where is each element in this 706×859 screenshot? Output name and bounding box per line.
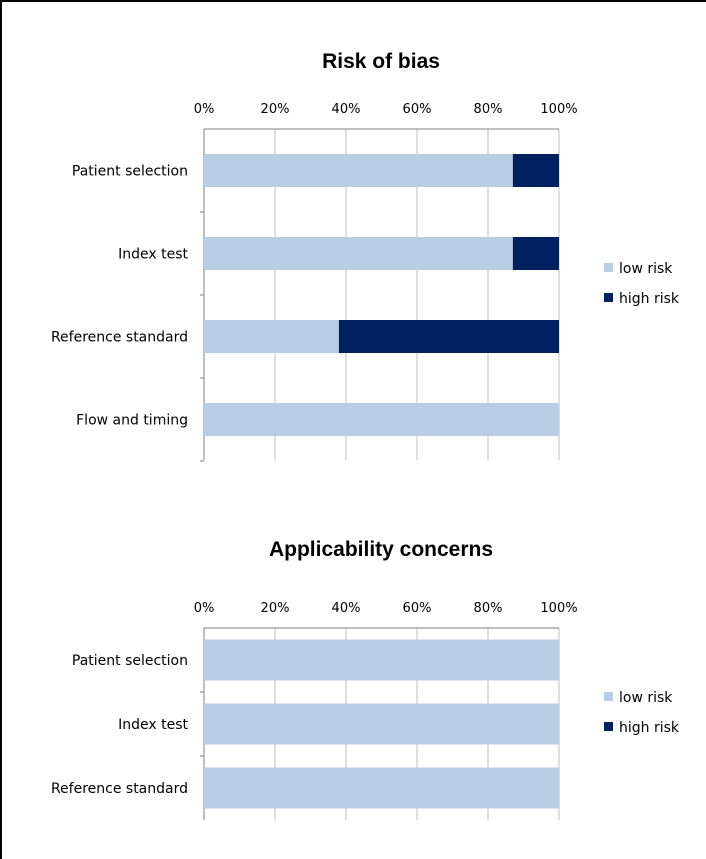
legend-swatch-high-risk [604, 722, 613, 731]
legend-swatch-low-risk [604, 692, 613, 701]
category-label: Index test [118, 717, 188, 733]
x-tick-label: 100% [540, 102, 577, 117]
x-tick-label: 0% [194, 102, 215, 117]
x-tick-label: 80% [474, 102, 503, 117]
x-tick-label: 20% [261, 102, 290, 117]
x-tick-label: 40% [332, 601, 361, 616]
bar-high-risk [512, 154, 559, 187]
bar-low-risk [204, 237, 513, 270]
chart-applicability-concerns: Applicability concerns 0% 20% 40% 60% 80% 100%… [51, 538, 680, 820]
bar-low-risk [204, 703, 559, 745]
bar-low-risk [204, 320, 339, 353]
legend-label: high risk [619, 720, 680, 736]
x-tick-label: 100% [540, 601, 577, 616]
category-label: Patient selection [72, 653, 188, 669]
legend-label: low risk [619, 690, 673, 706]
category-label: Flow and timing [76, 413, 188, 429]
chart-title: Applicability concerns [269, 538, 493, 561]
category-label: Patient selection [72, 164, 188, 180]
legend-swatch-low-risk [604, 263, 613, 272]
bar-low-risk [204, 639, 559, 681]
bar-high-risk [338, 320, 559, 353]
category-label: Reference standard [51, 781, 188, 797]
legend-swatch-high-risk [604, 293, 613, 302]
bar-high-risk [512, 237, 559, 270]
bar-low-risk [204, 154, 513, 187]
chart-title: Risk of bias [322, 50, 440, 73]
x-tick-label: 80% [474, 601, 503, 616]
x-tick-label: 40% [332, 102, 361, 117]
x-tick-label: 20% [261, 601, 290, 616]
x-tick-label: 0% [194, 601, 215, 616]
legend-label: high risk [619, 291, 680, 307]
x-tick-label: 60% [403, 102, 432, 117]
category-label: Index test [118, 247, 188, 263]
legend-label: low risk [619, 261, 673, 277]
bar-low-risk [204, 767, 559, 809]
bar-low-risk [204, 403, 559, 436]
category-label: Reference standard [51, 330, 188, 346]
x-tick-label: 60% [403, 601, 432, 616]
chart-risk-of-bias: Risk of bias 0% 20% 40% 60% 80% 100% Patient se… [51, 50, 680, 462]
